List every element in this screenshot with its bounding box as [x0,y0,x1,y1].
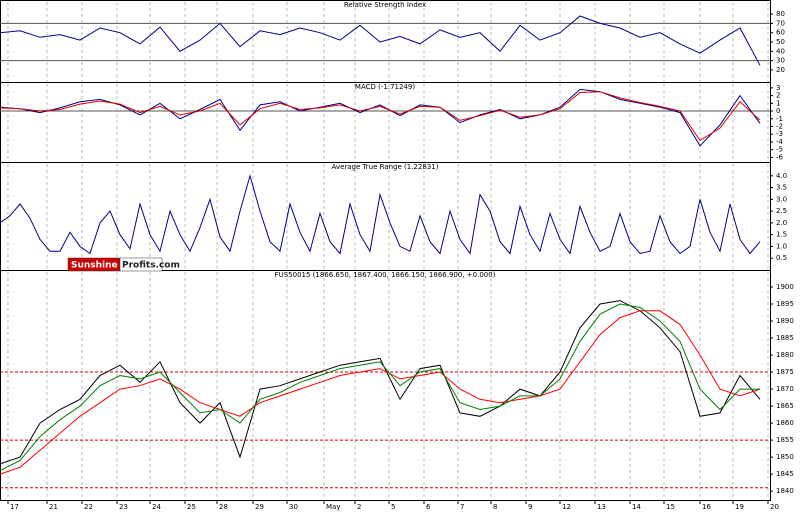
series-line [0,91,761,142]
y-tick-label: 1885 [776,334,794,342]
x-tick-label: 6 [426,503,431,511]
y-tick-label: -5 [776,146,783,154]
y-tick-label: -2 [776,122,783,130]
panel-title: FUS50015 (1866.650, 1867.400, 1866.150, … [275,271,496,279]
x-tick-label: 22 [84,503,93,511]
y-tick-label: -4 [776,138,784,146]
x-tick-label: 16 [702,503,711,511]
y-tick-label: 1.5 [776,231,787,239]
series-line [0,15,761,66]
y-tick-label: 2.5 [776,207,787,215]
x-tick-label: 8 [493,503,497,511]
x-tick-label: 2 [357,503,361,511]
y-tick-label: -1 [776,115,783,123]
panel-frame [0,82,771,163]
panel-title: Average True Range (1.22831) [332,163,439,171]
x-tick-label: 30 [289,503,298,511]
series-line [0,303,760,472]
x-tick-label: 14 [632,503,641,511]
y-tick-label: 20 [776,66,785,74]
y-tick-label: 60 [776,29,785,37]
series-line [0,173,761,255]
panel-title: MACD (-1.71249) [355,83,415,91]
y-tick-label: -3 [776,130,783,138]
watermark-text: Sunshine [71,261,118,271]
y-tick-label: 1895 [776,300,794,308]
x-tick-label: 24 [152,503,161,511]
x-tick-label: 28 [219,503,228,511]
x-tick-label: 9 [528,503,532,511]
x-tick-label: 29 [255,503,264,511]
y-tick-label: 1.0 [776,242,787,250]
panel-title: Relative Strength Index [344,1,426,9]
series-line [0,310,761,475]
y-tick-label: 70 [776,19,785,27]
y-tick-label: 1890 [776,317,794,325]
x-tick-label: 19 [735,503,744,511]
y-tick-label: 0 [776,107,780,115]
y-tick-label: 40 [776,47,785,55]
y-tick-label: 4.0 [776,172,787,180]
x-tick-label: May [326,503,340,511]
y-tick-label: 3.0 [776,195,787,203]
y-tick-label: 80 [776,10,785,18]
x-tick-label: 21 [49,503,58,511]
x-tick-label: 25 [187,503,196,511]
y-tick-label: 1845 [776,470,794,478]
y-tick-label: 30 [776,57,785,65]
y-tick-label: 2 [776,92,780,100]
x-tick-label: 13 [597,503,606,511]
y-tick-label: 1900 [776,283,794,291]
x-tick-label: 23 [119,503,128,511]
x-tick-label: 5 [391,503,395,511]
y-tick-label: 1850 [776,453,794,461]
x-tick-label: 7 [460,503,464,511]
y-tick-label: 1870 [776,385,794,393]
y-tick-label: 1875 [776,368,794,376]
y-tick-label: 2.0 [776,219,787,227]
series-line [0,88,761,147]
series-line [0,300,761,465]
y-tick-label: 0.5 [776,254,787,262]
y-tick-label: 1880 [776,351,794,359]
panel-frame [0,270,771,501]
watermark-text: Profits.com [122,261,180,271]
x-tick-label: 12 [562,503,571,511]
x-tick-label: 20 [770,503,779,511]
y-tick-label: 3 [776,84,780,92]
y-tick-label: -6 [776,153,784,161]
watermark-box-right [119,257,163,272]
y-tick-label: 3.5 [776,184,787,192]
y-tick-label: 1855 [776,436,794,444]
y-tick-label: 1860 [776,419,794,427]
x-tick-label: 17 [10,503,19,511]
panel-frame [0,0,771,83]
y-tick-label: 1865 [776,402,794,410]
panel-frame [0,162,771,271]
y-tick-label: 1 [776,99,780,107]
y-tick-label: 1840 [776,487,794,495]
y-tick-label: 50 [776,38,785,46]
x-tick-label: 15 [666,503,675,511]
